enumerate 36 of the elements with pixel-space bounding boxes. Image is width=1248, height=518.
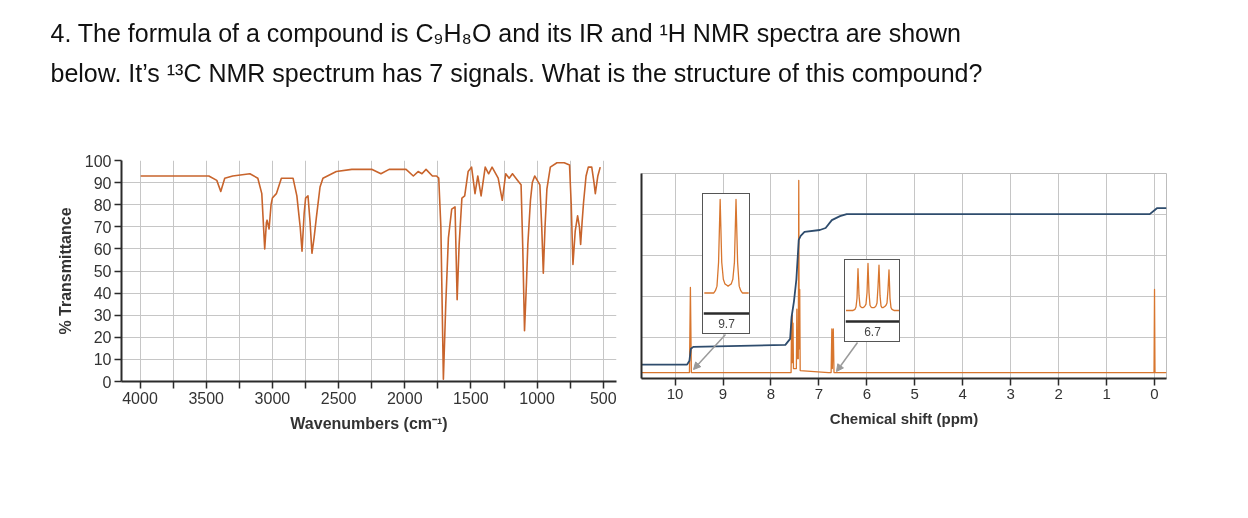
x-tick-label: 2000 xyxy=(386,389,423,407)
x-tick-label: 1500 xyxy=(453,389,489,407)
x-tick-label: 1 xyxy=(1102,384,1111,402)
y-tick-label: 10 xyxy=(93,351,112,369)
y-tick-label: 90 xyxy=(93,174,112,192)
x-tick-label: 4000 xyxy=(122,389,158,407)
y-tick-label: 50 xyxy=(93,263,112,280)
x-tick-label: 1000 xyxy=(519,389,555,407)
y-tick-label: 40 xyxy=(93,285,112,303)
y-tick-label: 100 xyxy=(84,152,112,170)
y-tick-label: 60 xyxy=(93,240,112,258)
x-tick-label: 7 xyxy=(814,384,824,402)
x-tick-label: 500 xyxy=(589,389,617,407)
x-tick-label: 10 xyxy=(666,384,684,402)
x-tick-label: 9 xyxy=(718,384,728,402)
y-tick-label: 20 xyxy=(93,329,112,347)
x-tick-label: 3500 xyxy=(188,389,225,407)
y-tick-label: 80 xyxy=(93,196,112,214)
annotation: 6.7 xyxy=(864,325,882,339)
x-tick-label: 5 xyxy=(910,384,919,402)
x-tick-label: 3000 xyxy=(254,389,291,407)
x-axis-title: Chemical shift (ppm) xyxy=(829,409,979,427)
x-axis-title: Wavenumbers (cm⁻¹) xyxy=(290,414,448,432)
x-tick-label: 2 xyxy=(1054,384,1063,402)
x-tick-label: 3 xyxy=(1006,384,1015,402)
y-axis-title: % Transmittance xyxy=(56,207,74,335)
x-tick-label: 0 xyxy=(1150,384,1159,402)
x-tick-label: 8 xyxy=(766,384,776,402)
y-tick-label: 70 xyxy=(93,218,112,236)
y-tick-label: 30 xyxy=(93,307,112,325)
text: 4. The formula of a compound is C₉H₈O and its IR and ¹H NMR spectra are shown below. It’s ¹³C NMR spectrum has 7 signals. What is the structure of this compound? xyxy=(50,18,983,88)
y-tick-label: 0 xyxy=(102,373,112,391)
x-tick-label: 2500 xyxy=(320,389,357,407)
annotation: 9.7 xyxy=(718,317,736,331)
x-tick-label: 6 xyxy=(862,384,872,402)
x-tick-label: 4 xyxy=(958,384,967,402)
